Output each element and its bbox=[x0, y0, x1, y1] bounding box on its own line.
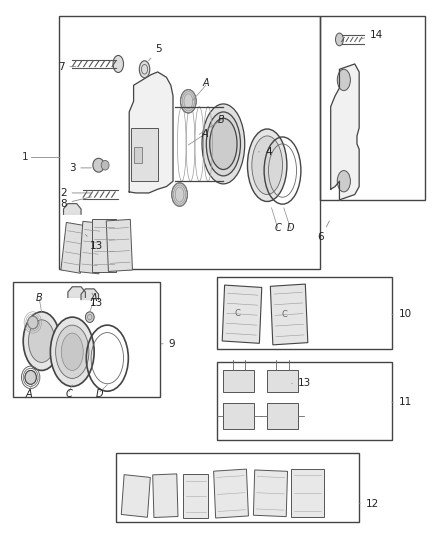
Polygon shape bbox=[331, 64, 359, 200]
Ellipse shape bbox=[23, 312, 60, 370]
Text: 6: 6 bbox=[318, 221, 329, 242]
Bar bbox=[214, 469, 248, 518]
Polygon shape bbox=[81, 289, 99, 300]
Text: 4: 4 bbox=[258, 147, 272, 157]
Bar bbox=[121, 475, 150, 517]
Bar bbox=[13, 282, 160, 397]
Text: A: A bbox=[202, 78, 209, 87]
Text: 11: 11 bbox=[392, 398, 412, 407]
Text: 14: 14 bbox=[360, 30, 383, 39]
Ellipse shape bbox=[210, 118, 237, 169]
Bar bbox=[267, 370, 298, 392]
Bar bbox=[183, 474, 208, 518]
Ellipse shape bbox=[85, 312, 94, 322]
Text: C: C bbox=[66, 390, 73, 399]
Bar bbox=[106, 220, 132, 271]
Text: 3: 3 bbox=[69, 163, 92, 173]
Bar bbox=[59, 16, 320, 269]
Text: A: A bbox=[201, 130, 208, 139]
Bar bbox=[217, 362, 392, 440]
Ellipse shape bbox=[180, 90, 196, 113]
Bar bbox=[320, 16, 425, 200]
Bar bbox=[267, 403, 298, 429]
Text: 12: 12 bbox=[359, 499, 379, 508]
Bar bbox=[61, 222, 86, 273]
Text: A: A bbox=[25, 390, 32, 399]
Ellipse shape bbox=[337, 171, 350, 192]
Text: 13: 13 bbox=[90, 293, 103, 308]
Bar bbox=[92, 219, 116, 272]
Bar bbox=[254, 470, 287, 516]
Text: C: C bbox=[235, 310, 240, 318]
Polygon shape bbox=[68, 287, 85, 297]
Bar bbox=[116, 453, 359, 522]
Bar bbox=[270, 284, 308, 345]
Ellipse shape bbox=[247, 129, 287, 201]
Text: 8: 8 bbox=[60, 197, 92, 208]
Text: D: D bbox=[96, 390, 104, 399]
Ellipse shape bbox=[202, 104, 245, 184]
Text: B: B bbox=[218, 115, 225, 125]
Ellipse shape bbox=[252, 136, 283, 195]
Ellipse shape bbox=[61, 333, 83, 370]
Text: 10: 10 bbox=[392, 310, 412, 319]
Ellipse shape bbox=[101, 160, 109, 170]
Text: 2: 2 bbox=[60, 188, 92, 198]
Ellipse shape bbox=[172, 183, 187, 206]
Ellipse shape bbox=[113, 55, 124, 72]
Ellipse shape bbox=[56, 325, 89, 378]
Ellipse shape bbox=[93, 158, 104, 172]
Ellipse shape bbox=[50, 317, 94, 386]
Ellipse shape bbox=[28, 320, 55, 362]
Bar bbox=[134, 147, 142, 163]
Text: 5: 5 bbox=[148, 44, 162, 61]
Text: 9: 9 bbox=[161, 339, 175, 349]
Polygon shape bbox=[129, 72, 173, 193]
Bar bbox=[223, 370, 254, 392]
Text: C: C bbox=[282, 310, 288, 319]
Bar bbox=[222, 285, 262, 343]
Bar bbox=[291, 469, 324, 517]
Text: 7: 7 bbox=[58, 62, 76, 71]
Ellipse shape bbox=[336, 33, 343, 46]
Ellipse shape bbox=[337, 69, 350, 91]
Ellipse shape bbox=[25, 370, 36, 384]
Ellipse shape bbox=[206, 112, 240, 176]
Bar bbox=[131, 128, 158, 181]
Ellipse shape bbox=[28, 316, 38, 329]
Text: B: B bbox=[36, 294, 43, 303]
Text: 13: 13 bbox=[292, 378, 311, 387]
Bar bbox=[79, 221, 102, 274]
Text: D: D bbox=[286, 223, 294, 233]
Ellipse shape bbox=[139, 61, 150, 78]
Bar bbox=[217, 277, 392, 349]
Polygon shape bbox=[64, 204, 81, 214]
Text: 1: 1 bbox=[22, 152, 28, 162]
Bar bbox=[223, 403, 254, 429]
Bar bbox=[153, 474, 178, 518]
Text: C: C bbox=[274, 223, 281, 233]
Text: 13: 13 bbox=[85, 235, 103, 251]
Text: A: A bbox=[91, 294, 98, 303]
